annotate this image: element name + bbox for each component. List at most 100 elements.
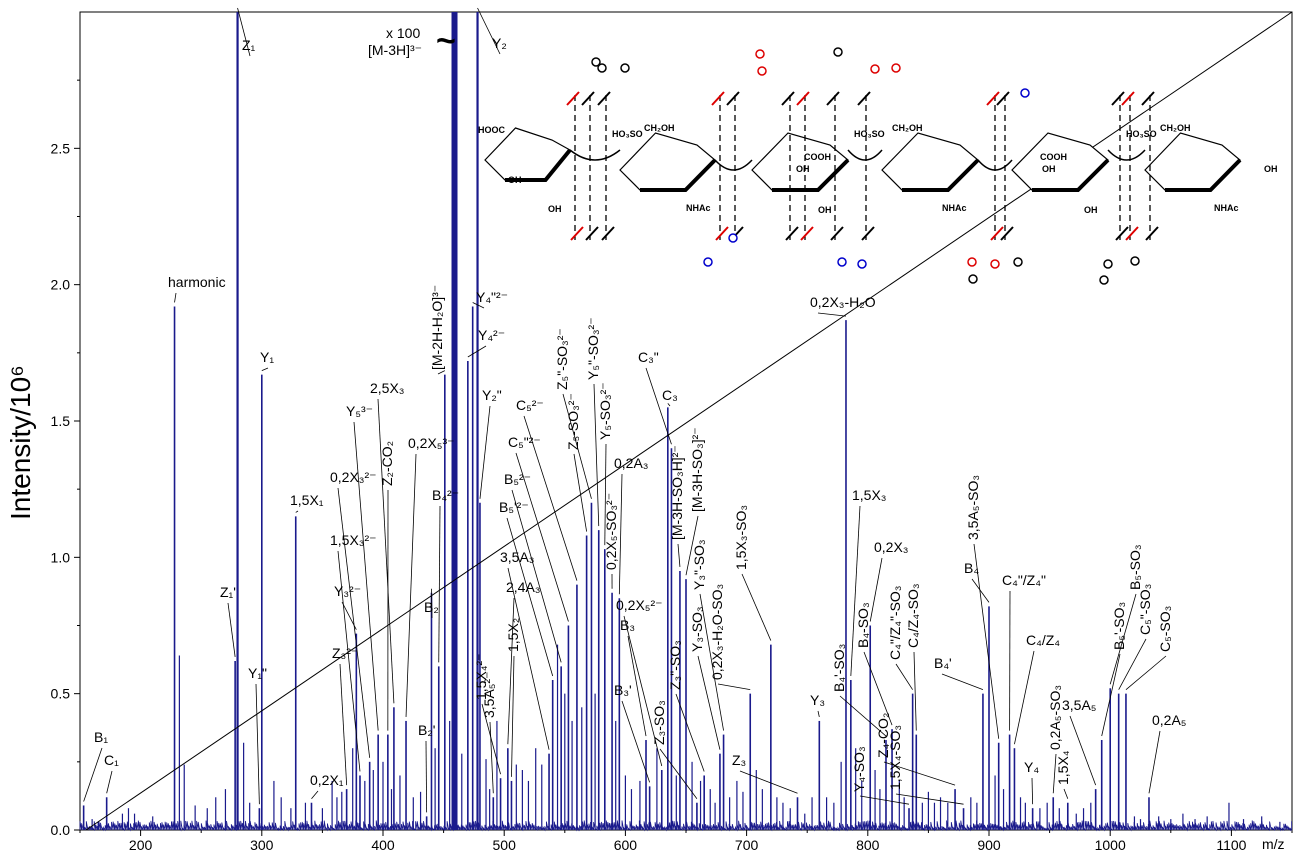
structure-label: OH: [1042, 164, 1056, 174]
peak-label: 1,5X₃-SO₃: [733, 505, 749, 570]
leader-line: [621, 700, 651, 783]
peak-label: B₅-SO₃: [1127, 544, 1143, 590]
fragment-end-circle: [620, 63, 630, 73]
leader-line: [1109, 593, 1137, 685]
sugar-ring-bold-edge: [902, 158, 980, 192]
leader-line: [913, 651, 917, 731]
peak-label: Z₅-SO₃²⁻: [565, 393, 581, 450]
peak-label: 1,5X₄: [1055, 750, 1071, 785]
leader-line: [717, 683, 751, 691]
fragment-tick: [726, 91, 740, 106]
peak-label: Y₅"-SO₃²⁻: [585, 317, 601, 380]
peak-label: Y₁: [260, 349, 274, 365]
peak-label: 3,5A₃: [500, 549, 535, 565]
overlay-scale-label: x 100: [386, 25, 420, 41]
structure-label: CH₂OH: [1160, 123, 1191, 133]
peak-label: 3,5A₅: [1062, 697, 1096, 713]
fragment-tick: [585, 226, 599, 241]
sugar-ring: [881, 132, 979, 191]
peak-label: Z₃-SO₃: [651, 700, 667, 745]
peak-label: 1,5X₃: [852, 487, 887, 503]
leader-line: [311, 790, 319, 799]
fragment-tick: [826, 91, 840, 106]
x-tick-label: 500: [493, 837, 517, 853]
leader-line: [227, 602, 236, 657]
leader-line: [507, 597, 515, 745]
structure-label: HOOC: [478, 125, 506, 135]
fragment-tick: [785, 226, 799, 241]
peak-label: C₃: [662, 387, 678, 403]
peak-label: C₅-SO₃: [1157, 606, 1173, 652]
leader-line: [1101, 653, 1121, 737]
peak-label: B₁: [94, 729, 108, 745]
fragment-end-circle: [857, 259, 867, 269]
peak-label: [M-2H-H₂O]³⁻: [429, 285, 445, 370]
leader-line: [506, 517, 554, 677]
structure-label: HO₃SO: [612, 129, 643, 139]
fragment-tick: [1000, 226, 1014, 241]
leader-line: [667, 403, 671, 407]
leader-line: [699, 593, 724, 731]
peak-label: Z₄-CO₂: [875, 713, 891, 758]
oligosaccharide-structure: HOOCOHOHHO₃SOCH₂OHNHAcCOOHOHOHHO₃SOCH₂OH…: [478, 47, 1278, 285]
peak-label: B₄'-SO₃: [831, 644, 847, 692]
fragment-tick: [570, 226, 584, 241]
fragment-tick: [1141, 91, 1155, 106]
leader-line: [511, 655, 515, 777]
sugar-ring: [484, 127, 571, 181]
leader-line: [859, 795, 910, 805]
leader-line: [295, 510, 299, 513]
fragment-tick: [1145, 226, 1159, 241]
peak-label: B₄²⁻: [432, 487, 459, 503]
peak-label: Y₄²⁻: [478, 327, 505, 343]
fragment-tick: [581, 91, 595, 106]
leader-line: [895, 663, 913, 690]
leader-line: [472, 302, 485, 309]
fragment-tick: [1111, 91, 1125, 106]
leader-line: [839, 695, 887, 737]
peak-label: 3,5A₅²⁻: [481, 672, 497, 719]
leader-line: [523, 415, 578, 581]
structure-label: HO₃SO: [854, 129, 885, 139]
peak-label: [M-3H-SO₃H]²⁻: [669, 445, 685, 540]
sugar-ring-bold-edge: [505, 148, 572, 182]
glycosidic-bond: [714, 159, 753, 171]
leader-line: [697, 655, 721, 750]
fragment-end-circle: [703, 257, 713, 267]
x-tick-label: 900: [977, 837, 1001, 853]
peak-label: 1,5X₃²⁻: [330, 532, 377, 548]
leader-line: [431, 588, 433, 619]
leader-line: [941, 673, 984, 691]
peak-label: 0,2X₃-H₂O: [810, 294, 876, 310]
leader-line: [481, 703, 501, 775]
peak-label: B₂': [418, 722, 435, 738]
peak-label: Y₄-SO₃: [851, 746, 867, 792]
fragment-end-circle: [1130, 256, 1140, 266]
structure-label: CH₂OH: [644, 123, 675, 133]
leader-line: [573, 453, 588, 532]
fragment-tick: [566, 91, 580, 106]
leader-line: [883, 761, 956, 786]
leader-line: [677, 543, 681, 568]
glycosidic-bond: [977, 159, 1013, 171]
leader-line: [817, 710, 820, 718]
fragment-end-circle: [833, 47, 843, 57]
leader-line: [507, 567, 550, 750]
leader-line: [255, 683, 260, 805]
peak-label: Y₃²⁻: [334, 583, 361, 599]
fragment-end-circle: [967, 257, 977, 267]
major-peaks: [82, 12, 1150, 830]
overlay-peak-label: [M-3H]³⁻: [368, 42, 422, 58]
leader-line: [106, 770, 113, 794]
peak-label: Y₃"-SO₃: [691, 539, 707, 590]
peak-label: [M-3H-SO₃]²⁻: [689, 427, 705, 512]
fragment-end-circle: [597, 63, 607, 73]
peak-label: 0,2X₅²⁻: [616, 597, 663, 613]
structure-label: OH: [548, 204, 562, 214]
diagonal-guide-line: [85, 11, 1293, 831]
x-tick-label: 1100: [1216, 837, 1246, 853]
glycosidic-bond: [847, 149, 883, 161]
peak-label: 2,4A₃: [506, 579, 541, 595]
peak-label: Z₂-CO₂: [379, 441, 395, 486]
y-axis-label: Intensity/10⁶: [5, 365, 36, 520]
